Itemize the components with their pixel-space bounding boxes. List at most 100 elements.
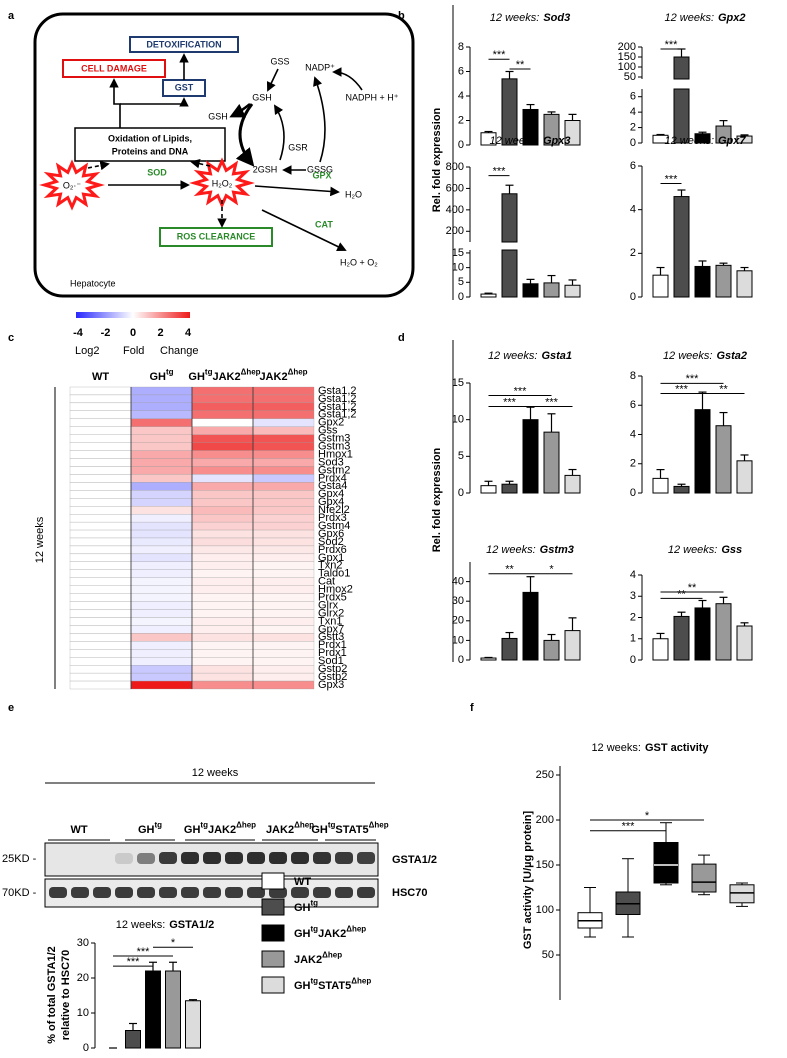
bar [522,283,539,298]
bar [673,615,690,661]
chart-title: 12 weeks: Gpx3 [489,135,570,147]
heatmap-cell [191,458,254,467]
blot-band [203,887,221,898]
heatmap-cell [252,521,315,531]
y-tick-label: 2 [630,247,636,259]
heatmap-cell [191,434,254,443]
blot-band [93,887,111,898]
column-header: GHtgJAK2Δhep [188,368,260,383]
blot-band [137,887,155,898]
row-label: Gsta4 [318,480,347,492]
colorbar-tick-label: -2 [101,327,111,339]
heatmap-cell [130,585,193,594]
label-superscript: tg [205,368,213,377]
heatmap-cell [130,609,193,618]
label-part: JAK2 [212,371,240,383]
bar [165,970,181,1049]
row-label: Gss [318,425,338,437]
title-bold: Sod3 [543,12,570,24]
node-label: H₂O [345,189,362,199]
label-part: GH [294,980,311,992]
row-label: Txn2 [318,560,342,572]
y-tick-label: 0 [630,487,636,499]
y-tick-label: 2 [630,611,636,623]
heatmap-cell [69,394,132,404]
bar [715,603,732,661]
colorbar-label: Change [160,345,199,357]
significance-label: *** [137,946,151,958]
node-label: Proteins and DNA [112,146,189,156]
label-part: STAT5 [335,824,368,836]
row-label: Gsta1,2 [318,409,357,421]
cell-outline [33,12,415,298]
blot-band [357,852,375,864]
blot-band [203,852,221,864]
significance-label: *** [514,385,528,397]
bar [673,196,690,298]
colorbar-label: Fold [123,345,144,357]
lane-label: JAK2Δhep [266,821,314,836]
y-tick-label: 600 [446,182,464,194]
row-label: Gsta1,2 [318,385,357,397]
label-superscript: Δhep [351,977,371,986]
row-label: Sod1 [318,655,344,667]
chart-title: 12 weeks: Gsta2 [663,350,747,362]
title-prefix: 12 weeks: [663,350,713,362]
heatmap-cell [130,593,193,602]
heatmap-cell [130,561,193,570]
row-label: Prdx4 [318,472,347,484]
y-tick-label: 800 [446,161,464,173]
heatmap-cell [191,665,254,674]
label-part: GH [138,824,155,836]
blot-band [115,887,133,898]
legend-swatch [261,898,285,916]
diagram: DETOXIFICATION CELL DAMAGE GST Oxidation… [33,12,415,298]
y-tick-label: 400 [446,204,464,216]
row-label: Gstm3 [318,433,350,445]
heatmap-cell [130,418,193,427]
column-header: WT [92,371,109,383]
bar [543,282,560,298]
heatmap-cell [191,521,254,531]
title-bold: Gstm3 [540,544,574,556]
heatmap-cell [191,569,254,578]
heatmap-cell [69,577,132,586]
heatmap-cell [130,521,193,531]
bar [694,607,711,661]
bar [185,1000,201,1049]
label-part: GH [311,824,328,836]
y-tick-label: 250 [536,769,554,781]
significance-label: *** [493,165,507,177]
heatmap-cell [191,545,254,555]
heatmap-cell [191,601,254,610]
heatmap-cell [252,386,315,396]
label-superscript: tg [154,821,162,830]
bar [501,483,518,494]
heatmap-cell [69,569,132,578]
heatmap-cell [191,529,254,539]
label-part: GH [294,928,311,940]
heatmap-cell [252,458,315,467]
y-tick-label: 4 [630,428,636,440]
y-tick-label: 0 [83,1042,89,1054]
node-box [129,36,239,53]
heatmap-cell [191,490,254,499]
row-label: Gpx7 [318,623,344,635]
row-group-label: 12 weeks [34,516,46,563]
node-label: GPX [312,170,331,180]
node-label: NADP⁺ [305,62,335,72]
arrow [261,209,347,251]
y-tick-label: 100 [618,61,636,73]
node-label: ROS CLEARANCE [177,231,256,241]
row-label: Gsta1,2 [318,401,357,413]
arrow [190,158,211,169]
significance-label: *** [665,39,679,51]
heatmap-cell [191,649,254,658]
y-tick-label: 0 [630,291,636,303]
y-tick-label: 200 [536,814,554,826]
node-label: GSS [270,56,289,66]
heatmap-cell [191,450,254,459]
heatmap-cell [191,672,254,682]
row-label: Gpx2 [318,417,344,429]
